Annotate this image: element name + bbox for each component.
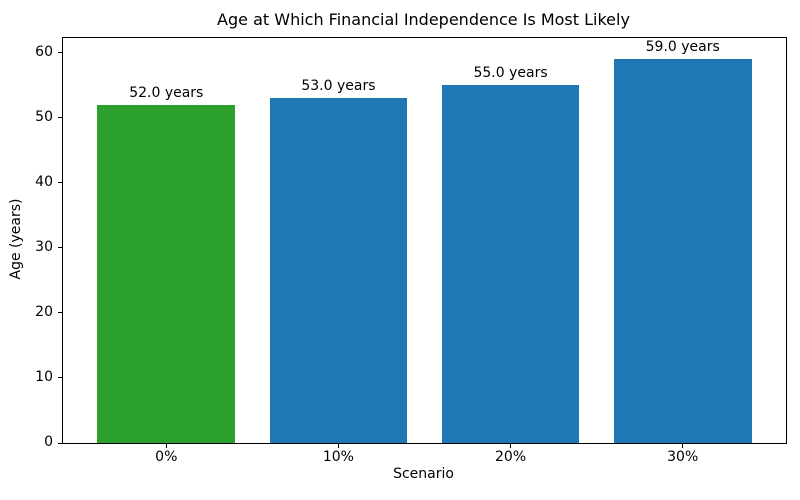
y-tick-label: 60: [35, 43, 53, 60]
y-tick-mark: [58, 247, 62, 249]
bar-10%: [269, 98, 408, 443]
y-tick-label: 10: [35, 368, 53, 385]
y-tick-label: 40: [35, 173, 53, 190]
x-tick-mark: [165, 444, 167, 448]
y-tick-mark: [58, 377, 62, 379]
bar-0%: [97, 104, 236, 443]
y-tick-mark: [58, 312, 62, 314]
bar-value-label: 59.0 years: [645, 39, 720, 56]
x-tick-label: 30%: [667, 449, 699, 465]
bar-value-label: 53.0 years: [301, 78, 376, 95]
y-tick-label: 50: [35, 108, 53, 125]
y-tick-mark: [58, 117, 62, 119]
x-tick-mark: [682, 444, 684, 448]
y-tick-label: 0: [44, 434, 53, 450]
x-tick-mark: [337, 444, 339, 448]
y-tick-mark: [58, 52, 62, 54]
bar-30%: [613, 59, 752, 443]
x-tick-label: 10%: [322, 449, 354, 465]
chart-title: Age at Which Financial Independence Is M…: [217, 10, 630, 29]
x-tick-label: 20%: [495, 449, 527, 465]
x-tick-label: 0%: [155, 449, 178, 465]
bar-value-label: 52.0 years: [129, 84, 204, 101]
plot-area: 0 10 20 30 40 50 60 52.0 years 0% 53.0 years 10% 55…: [35, 37, 787, 465]
bar-20%: [441, 85, 580, 443]
y-tick-mark: [58, 442, 62, 444]
x-axis-label: Scenario: [393, 466, 454, 482]
bar-value-label: 55.0 years: [473, 65, 548, 82]
x-tick-mark: [510, 444, 512, 448]
y-tick-mark: [58, 182, 62, 184]
y-tick-label: 30: [35, 238, 53, 255]
y-tick-label: 20: [35, 303, 53, 320]
y-axis-label: Age (years): [8, 198, 24, 280]
